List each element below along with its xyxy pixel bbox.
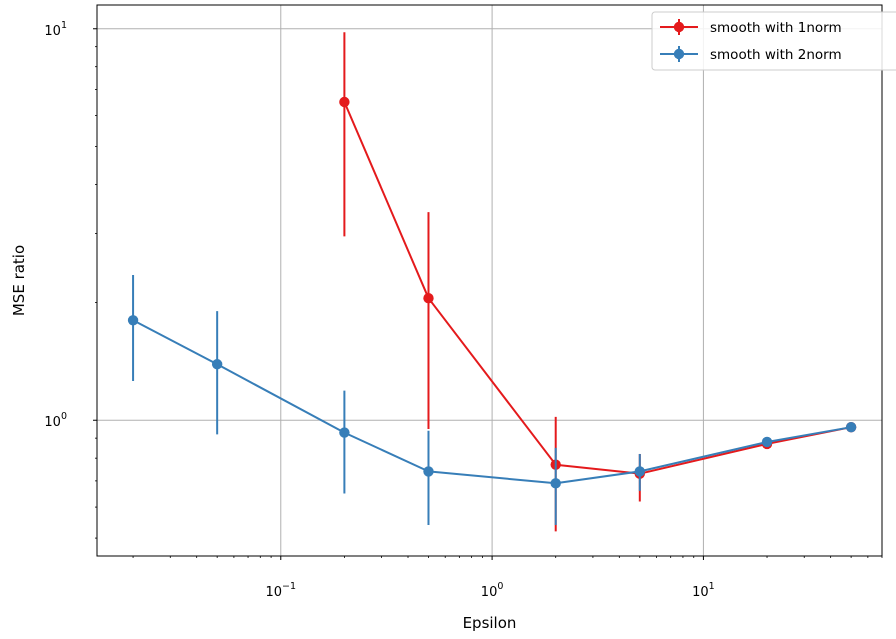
data-point [634, 466, 646, 477]
legend-marker [673, 21, 685, 33]
x-axis-label: Epsilon [463, 614, 517, 632]
grid [97, 5, 882, 556]
legend-label: smooth with 2norm [710, 47, 842, 63]
series-layer [127, 32, 857, 532]
x-tick-label: 101 [692, 581, 715, 600]
series-line [343, 101, 852, 475]
series-line [132, 319, 852, 485]
data-point [761, 436, 773, 448]
data-point [423, 292, 434, 304]
legend-label: smooth with 1norm [710, 20, 842, 36]
legend: smooth with 1norm smooth with 2norm [651, 11, 896, 71]
y-axis-label: MSE ratio [10, 245, 28, 316]
data-point [339, 427, 350, 438]
data-point [127, 315, 139, 326]
x-tick-label: 100 [481, 581, 504, 600]
y-tick-label: 101 [44, 20, 67, 39]
legend-box [651, 11, 896, 71]
data-point [550, 478, 561, 489]
ticks: 10−1 100 101 100 101 [44, 20, 883, 600]
series-2 [127, 274, 857, 526]
plot-frame [96, 4, 883, 557]
data-point [423, 466, 434, 477]
x-tick-label: 10−1 [265, 581, 296, 600]
series-1 [339, 32, 857, 532]
data-point [845, 421, 857, 433]
y-tick-label: 100 [44, 411, 67, 430]
data-point [211, 359, 223, 370]
legend-marker [673, 48, 685, 60]
data-point [339, 96, 350, 108]
